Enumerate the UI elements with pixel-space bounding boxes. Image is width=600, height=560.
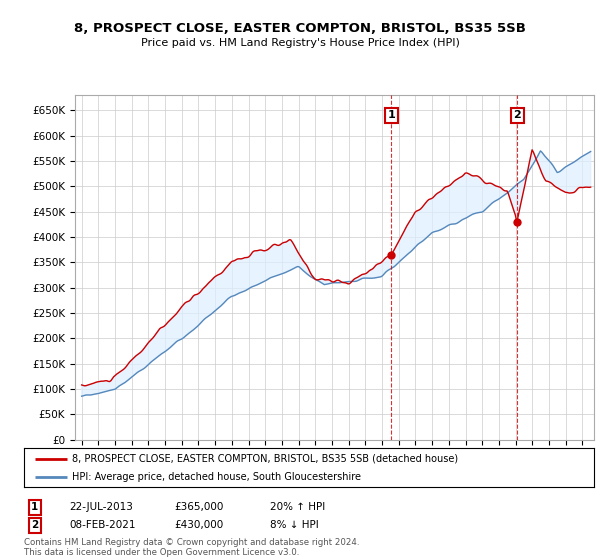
Text: 8% ↓ HPI: 8% ↓ HPI	[270, 520, 319, 530]
Text: 2: 2	[514, 110, 521, 120]
Text: 1: 1	[31, 502, 38, 512]
Text: Contains HM Land Registry data © Crown copyright and database right 2024.
This d: Contains HM Land Registry data © Crown c…	[24, 538, 359, 557]
Text: 22-JUL-2013: 22-JUL-2013	[69, 502, 133, 512]
Text: £430,000: £430,000	[174, 520, 223, 530]
Text: 1: 1	[388, 110, 395, 120]
Text: 8, PROSPECT CLOSE, EASTER COMPTON, BRISTOL, BS35 5SB: 8, PROSPECT CLOSE, EASTER COMPTON, BRIST…	[74, 22, 526, 35]
Text: 2: 2	[31, 520, 38, 530]
Text: HPI: Average price, detached house, South Gloucestershire: HPI: Average price, detached house, Sout…	[73, 472, 361, 482]
Text: Price paid vs. HM Land Registry's House Price Index (HPI): Price paid vs. HM Land Registry's House …	[140, 38, 460, 48]
Text: 20% ↑ HPI: 20% ↑ HPI	[270, 502, 325, 512]
Text: £365,000: £365,000	[174, 502, 223, 512]
Text: 8, PROSPECT CLOSE, EASTER COMPTON, BRISTOL, BS35 5SB (detached house): 8, PROSPECT CLOSE, EASTER COMPTON, BRIST…	[73, 454, 458, 464]
Text: 08-FEB-2021: 08-FEB-2021	[69, 520, 136, 530]
